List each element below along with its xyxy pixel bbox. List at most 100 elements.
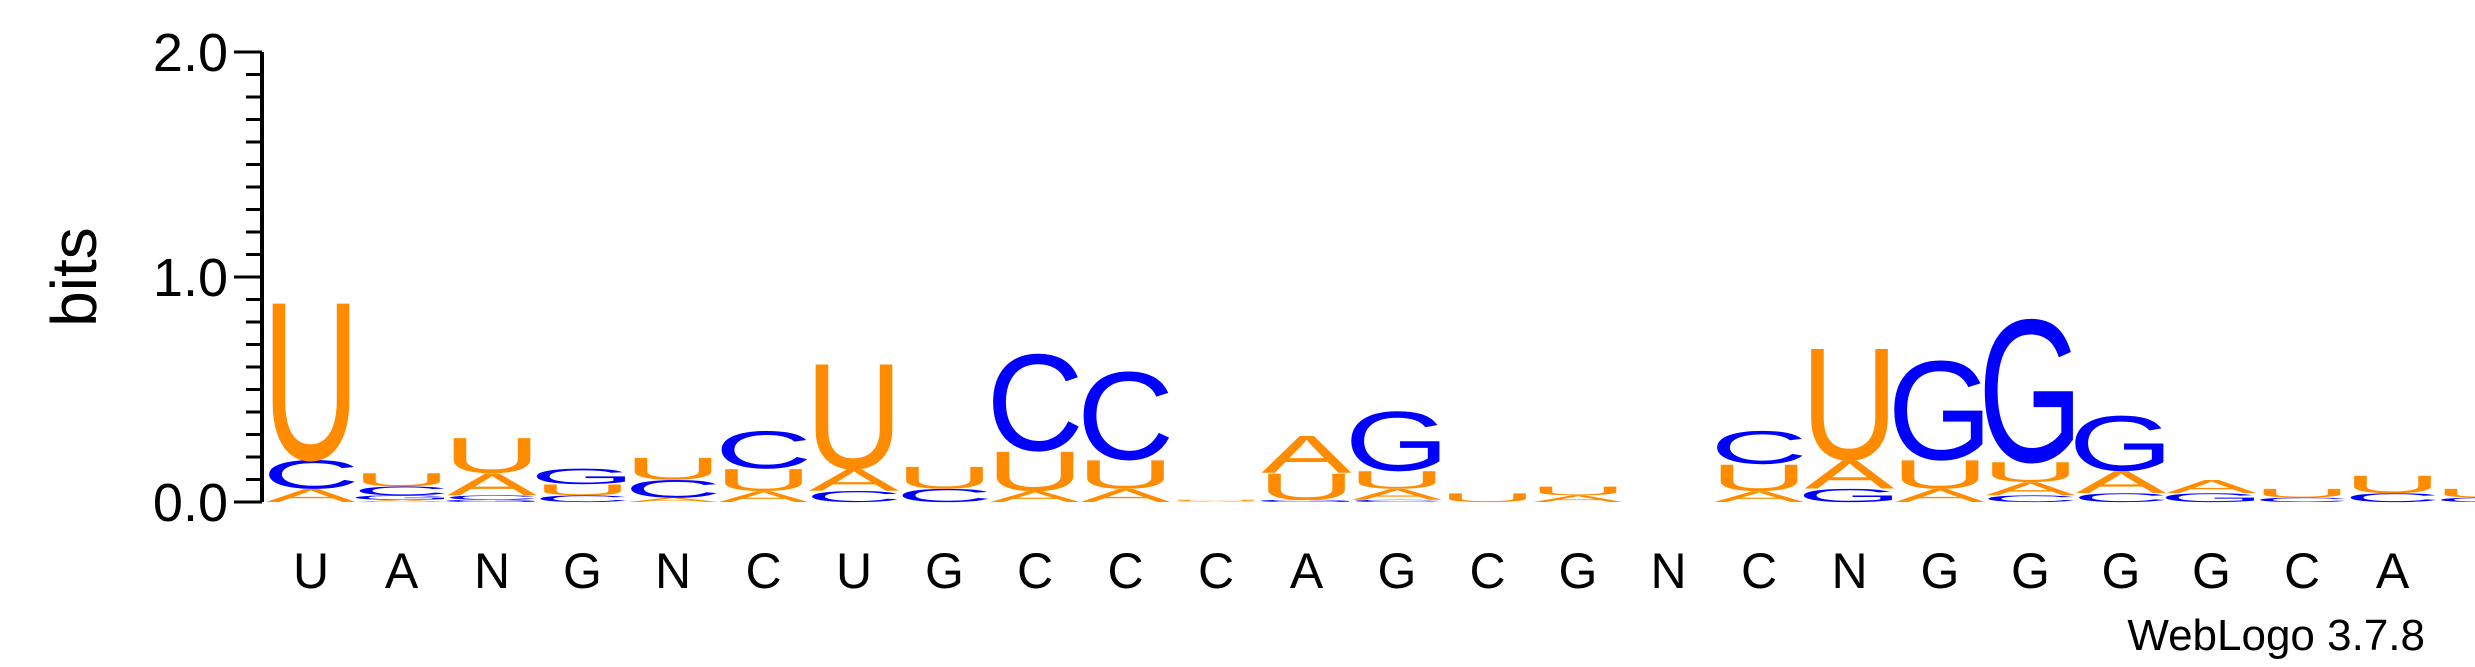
logo-glyph-a: A xyxy=(447,467,538,502)
x-tick-label: C xyxy=(1107,543,1143,599)
logo-glyph-a: A xyxy=(1080,485,1171,506)
logo-glyph-c: C xyxy=(353,484,450,498)
x-tick-label: G xyxy=(1378,543,1417,599)
logo-glyph-a: A xyxy=(2166,476,2257,497)
logo-glyph-g: G xyxy=(1344,394,1449,489)
y-tick-label: 1.0 xyxy=(153,248,228,308)
logo-glyph-u: U xyxy=(1167,499,1264,501)
logo-glyph-u: U xyxy=(1891,452,1988,497)
logo-glyph-g: G xyxy=(530,464,635,489)
logo-glyph-a: A xyxy=(1171,501,1262,503)
logo-glyph-c: C xyxy=(2072,491,2169,505)
logo-glyph-g: G xyxy=(2159,491,2264,505)
logo-glyph-u: U xyxy=(262,255,359,508)
logo-glyph-u: U xyxy=(2253,486,2350,500)
logo-glyph-c: C xyxy=(624,475,721,503)
x-tick-label: G xyxy=(563,543,602,599)
logo-glyph-a: A xyxy=(809,462,900,497)
logo-glyph-c: C xyxy=(1348,499,1445,502)
logo-glyph-a: A xyxy=(1895,485,1986,506)
logo-glyph-g: G xyxy=(1797,485,1902,506)
logo-glyph-c: C xyxy=(2253,496,2350,503)
logo-glyph-a: A xyxy=(1804,452,1895,497)
logo-glyph-a: A xyxy=(1714,488,1804,505)
logo-glyph-a: A xyxy=(718,488,808,505)
logo-glyph-c: C xyxy=(2344,491,2441,505)
logo-glyph-a: A xyxy=(266,485,357,506)
x-tick-label: N xyxy=(655,543,691,599)
x-tick-label: G xyxy=(2192,543,2231,599)
x-tick-label: C xyxy=(1741,543,1777,599)
logo-glyph-u: U xyxy=(1077,452,1174,497)
logo-glyph-u: U xyxy=(534,481,631,498)
x-tick-label: N xyxy=(1650,543,1686,599)
x-tick-label: G xyxy=(925,543,964,599)
logo-glyph-c: C xyxy=(986,325,1083,480)
logo-glyph-a: A xyxy=(2076,464,2167,499)
logo-glyph-g: G xyxy=(1887,332,1992,490)
x-tick-label: A xyxy=(385,543,419,599)
x-tick-label: G xyxy=(1921,543,1960,599)
logo-glyph-u: U xyxy=(1982,456,2079,488)
logo-glyph-g: G xyxy=(1978,276,2083,505)
logo-glyph-a: A xyxy=(356,499,446,502)
logo-glyph-c: C xyxy=(443,494,540,501)
x-tick-label: G xyxy=(2102,543,2141,599)
logo-glyph-c: C xyxy=(896,485,993,506)
logo-glyph-u: U xyxy=(624,451,721,486)
logo-glyph-u: U xyxy=(896,460,993,495)
x-tick-label: U xyxy=(836,543,872,599)
logo-glyph-a: A xyxy=(1533,494,1623,505)
logo-glyph-u: U xyxy=(443,427,540,483)
logo-glyph-c: C xyxy=(1710,421,1808,474)
x-tick-label: U xyxy=(293,543,329,599)
x-tick-label: N xyxy=(474,543,510,599)
logo-glyph-c: C xyxy=(2434,496,2475,503)
x-tick-label: G xyxy=(2011,543,2050,599)
logo-glyph-a: A xyxy=(628,496,718,503)
logo-glyph-a: A xyxy=(990,488,1080,505)
logo-glyph-u: U xyxy=(1529,484,1626,498)
logo-glyph-u: U xyxy=(986,439,1084,502)
logo-glyph-u: U xyxy=(1348,466,1445,494)
logo-glyph-c: C xyxy=(1077,346,1174,487)
logo-glyph-u: U xyxy=(715,462,812,497)
x-tick-label: A xyxy=(2376,543,2410,599)
x-tick-label: A xyxy=(1290,543,1324,599)
y-tick-label: 2.0 xyxy=(153,23,228,83)
logo-glyph-u: U xyxy=(1439,491,1536,505)
logo-glyph-a: A xyxy=(1261,424,1352,484)
x-tick-label: G xyxy=(1559,543,1598,599)
logo-glyph-u: U xyxy=(1258,466,1355,508)
y-axis-label: bits xyxy=(38,227,110,327)
x-tick-label: C xyxy=(1017,543,1053,599)
logo-glyph-u: U xyxy=(2344,470,2441,498)
x-tick-label: C xyxy=(1469,543,1505,599)
logo-glyph-u: U xyxy=(1801,315,1898,493)
logo-glyph-c: C xyxy=(262,452,359,497)
logo-glyph-u: U xyxy=(2434,486,2475,500)
logo-glyph-g: G xyxy=(440,499,545,502)
logo-glyph-c: C xyxy=(534,494,631,505)
x-tick-label: C xyxy=(2284,543,2320,599)
logo-glyph-c: C xyxy=(715,420,812,480)
logo-glyph-u: U xyxy=(1710,457,1807,499)
logo-glyph-a: A xyxy=(1352,486,1442,503)
logo-glyph-a: A xyxy=(1985,478,2076,499)
x-tick-label: C xyxy=(745,543,781,599)
y-axis-ticks: 0.0 1.0 2.0 xyxy=(153,23,262,533)
logo-stacks: ACUAGCUGCAUCUGACUAUCCAUCUAUCAUCAUGUACAUG… xyxy=(262,255,2475,508)
logo-glyph-g: G xyxy=(1254,499,1359,502)
logo-glyph-c: C xyxy=(805,488,902,505)
logo-glyph-u: U xyxy=(353,469,450,490)
weblogo-credit: WebLogo 3.7.8 xyxy=(2127,611,2425,660)
y-tick-label: 0.0 xyxy=(153,473,228,533)
x-tick-label: N xyxy=(1831,543,1867,599)
logo-glyph-g: G xyxy=(349,494,454,501)
logo-glyph-g: G xyxy=(2068,400,2173,487)
logo-glyph-u: U xyxy=(805,332,902,501)
x-tick-label: C xyxy=(1198,543,1234,599)
logo-glyph-c: C xyxy=(1982,494,2079,505)
